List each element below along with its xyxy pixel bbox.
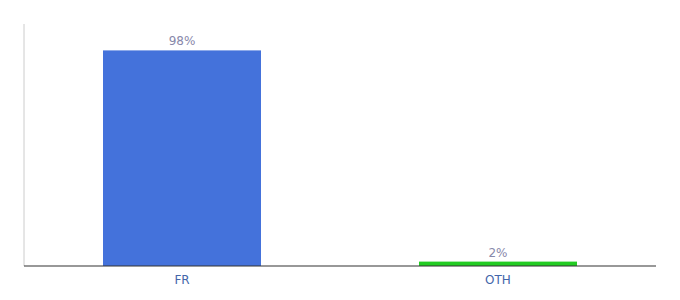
bar (419, 262, 577, 266)
x-tick-label: FR (174, 273, 189, 287)
bars (103, 50, 577, 266)
chart: 98% 2% FR OTH (0, 0, 680, 300)
chart-container: 98% 2% FR OTH (0, 0, 680, 300)
data-label: 2% (488, 246, 507, 260)
x-axis-line (24, 265, 656, 266)
y-axis-line (24, 24, 25, 266)
bar (103, 50, 261, 266)
data-label: 98% (169, 34, 196, 48)
x-tick-label: OTH (485, 273, 511, 287)
